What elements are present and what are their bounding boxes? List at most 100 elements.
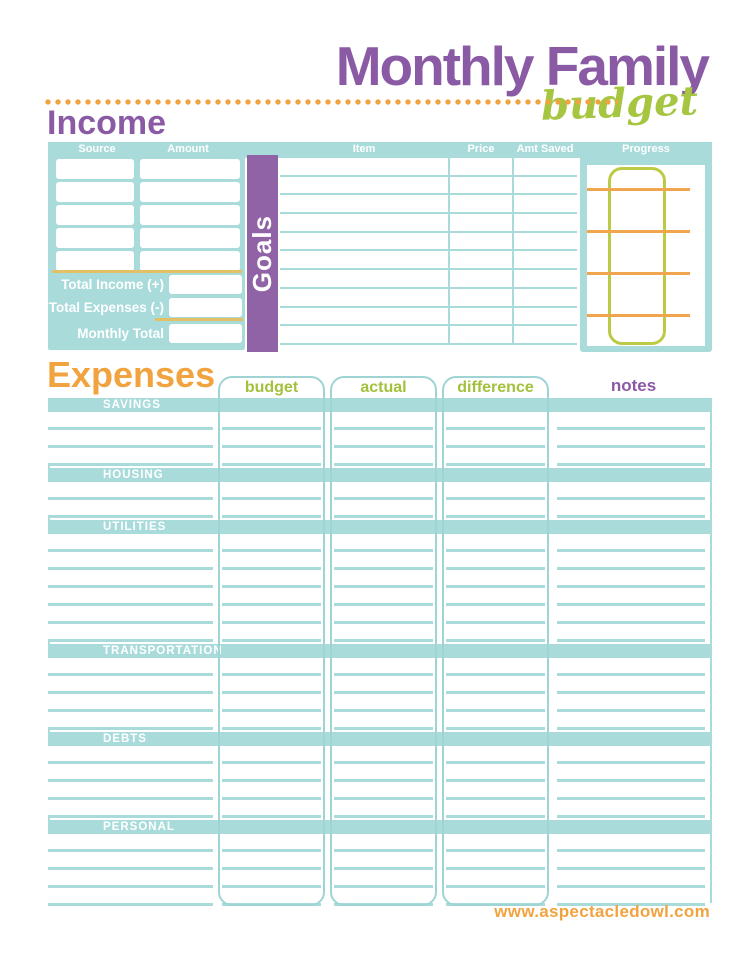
expense-budget-field[interactable] (222, 782, 321, 800)
income-amount-field[interactable] (140, 205, 240, 225)
income-amount-field[interactable] (140, 159, 240, 179)
expense-notes-field[interactable] (557, 764, 705, 782)
expense-name-field[interactable] (48, 870, 213, 888)
goal-price-field[interactable] (448, 307, 512, 325)
expense-difference-field[interactable] (446, 624, 545, 642)
goal-price-field[interactable] (448, 158, 512, 175)
expense-notes-field[interactable] (557, 624, 705, 642)
goal-price-field[interactable] (448, 326, 512, 343)
expense-name-field[interactable] (48, 676, 213, 694)
goal-price-field[interactable] (448, 288, 512, 306)
expense-notes-field[interactable] (557, 800, 705, 818)
expense-actual-field[interactable] (334, 764, 433, 782)
expense-name-field[interactable] (48, 570, 213, 588)
goal-amt-saved-field[interactable] (512, 288, 577, 306)
income-amount-field[interactable] (140, 182, 240, 202)
expense-name-field[interactable] (48, 888, 213, 906)
goal-amt-saved-field[interactable] (512, 307, 577, 325)
expense-budget-field[interactable] (222, 588, 321, 606)
expense-notes-field[interactable] (557, 430, 705, 448)
goal-item-field[interactable] (280, 233, 448, 250)
income-source-field[interactable] (56, 251, 134, 271)
expense-budget-field[interactable] (222, 448, 321, 466)
goal-item-field[interactable] (280, 289, 448, 306)
expense-budget-field[interactable] (222, 852, 321, 870)
goal-amt-saved-field[interactable] (512, 251, 577, 269)
goal-amt-saved-field[interactable] (512, 176, 577, 194)
expense-notes-field[interactable] (557, 694, 705, 712)
expense-difference-field[interactable] (446, 676, 545, 694)
goal-item-field[interactable] (280, 158, 448, 175)
expense-actual-field[interactable] (334, 448, 433, 466)
expense-actual-field[interactable] (334, 676, 433, 694)
expense-name-field[interactable] (48, 552, 213, 570)
expense-actual-field[interactable] (334, 834, 433, 852)
expense-name-field[interactable] (48, 712, 213, 730)
expense-name-field[interactable] (48, 746, 213, 764)
expense-notes-field[interactable] (557, 870, 705, 888)
expense-notes-field[interactable] (557, 552, 705, 570)
expense-difference-field[interactable] (446, 534, 545, 552)
expense-actual-field[interactable] (334, 694, 433, 712)
expense-actual-field[interactable] (334, 534, 433, 552)
expense-actual-field[interactable] (334, 888, 433, 906)
expense-budget-field[interactable] (222, 800, 321, 818)
goal-item-field[interactable] (280, 270, 448, 287)
expense-name-field[interactable] (48, 764, 213, 782)
income-source-field[interactable] (56, 182, 134, 202)
goal-price-field[interactable] (448, 232, 512, 250)
expense-actual-field[interactable] (334, 870, 433, 888)
expense-actual-field[interactable] (334, 552, 433, 570)
expense-actual-field[interactable] (334, 852, 433, 870)
expense-actual-field[interactable] (334, 500, 433, 518)
expense-difference-field[interactable] (446, 746, 545, 764)
expense-difference-field[interactable] (446, 500, 545, 518)
goal-item-field[interactable] (280, 177, 448, 194)
expense-name-field[interactable] (48, 624, 213, 642)
expense-notes-field[interactable] (557, 412, 705, 430)
expense-actual-field[interactable] (334, 800, 433, 818)
expense-difference-field[interactable] (446, 570, 545, 588)
expense-budget-field[interactable] (222, 834, 321, 852)
goal-price-field[interactable] (448, 176, 512, 194)
expense-notes-field[interactable] (557, 782, 705, 800)
goal-price-field[interactable] (448, 251, 512, 269)
monthly-total-field[interactable] (169, 323, 242, 343)
goal-price-field[interactable] (448, 195, 512, 213)
expense-difference-field[interactable] (446, 552, 545, 570)
expense-budget-field[interactable] (222, 888, 321, 906)
total-income-field[interactable] (169, 274, 242, 294)
expense-actual-field[interactable] (334, 712, 433, 730)
expense-actual-field[interactable] (334, 746, 433, 764)
expense-difference-field[interactable] (446, 870, 545, 888)
expense-budget-field[interactable] (222, 870, 321, 888)
expense-budget-field[interactable] (222, 658, 321, 676)
income-source-field[interactable] (56, 159, 134, 179)
expense-notes-field[interactable] (557, 852, 705, 870)
expense-actual-field[interactable] (334, 624, 433, 642)
goal-item-field[interactable] (280, 326, 448, 343)
expense-budget-field[interactable] (222, 764, 321, 782)
expense-notes-field[interactable] (557, 482, 705, 500)
expense-actual-field[interactable] (334, 658, 433, 676)
expense-actual-field[interactable] (334, 412, 433, 430)
expense-budget-field[interactable] (222, 624, 321, 642)
expense-notes-field[interactable] (557, 606, 705, 624)
expense-difference-field[interactable] (446, 482, 545, 500)
goal-item-field[interactable] (280, 195, 448, 212)
expense-budget-field[interactable] (222, 694, 321, 712)
income-amount-field[interactable] (140, 228, 240, 248)
income-source-field[interactable] (56, 205, 134, 225)
expense-actual-field[interactable] (334, 570, 433, 588)
expense-notes-field[interactable] (557, 712, 705, 730)
expense-actual-field[interactable] (334, 430, 433, 448)
expense-budget-field[interactable] (222, 746, 321, 764)
expense-name-field[interactable] (48, 694, 213, 712)
goal-amt-saved-field[interactable] (512, 270, 577, 287)
expense-difference-field[interactable] (446, 588, 545, 606)
expense-notes-field[interactable] (557, 500, 705, 518)
expense-budget-field[interactable] (222, 412, 321, 430)
expense-notes-field[interactable] (557, 448, 705, 466)
expense-difference-field[interactable] (446, 834, 545, 852)
expense-notes-field[interactable] (557, 888, 705, 906)
